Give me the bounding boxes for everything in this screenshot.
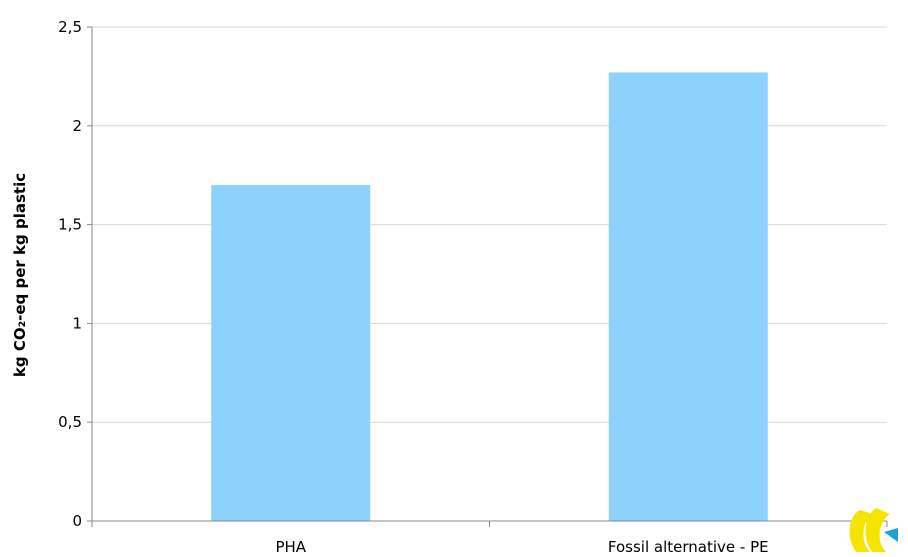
x-tick-label: Fossil alternative - PE: [608, 538, 769, 556]
axes: [87, 26, 888, 527]
y-tick-label: 1,5: [58, 216, 82, 234]
organization-logo-icon: [849, 508, 898, 552]
x-tick-label: PHA: [275, 538, 306, 556]
y-tick-labels: 0 0,5 1 1,5 2 2,5: [58, 18, 82, 530]
y-tick-label: 0: [72, 512, 82, 530]
bar-fossil-alternative-pe: [608, 72, 768, 521]
bars: [211, 72, 768, 521]
x-tick-labels: PHA Fossil alternative - PE: [275, 538, 768, 556]
y-tick-label: 2: [72, 117, 82, 135]
y-tick-label: 1: [72, 314, 82, 332]
y-tick-label: 2,5: [58, 18, 82, 36]
y-axis-title: kg CO₂-eq per kg plastic: [11, 173, 29, 377]
bar-pha: [211, 185, 371, 521]
y-tick-label: 0,5: [58, 413, 82, 431]
